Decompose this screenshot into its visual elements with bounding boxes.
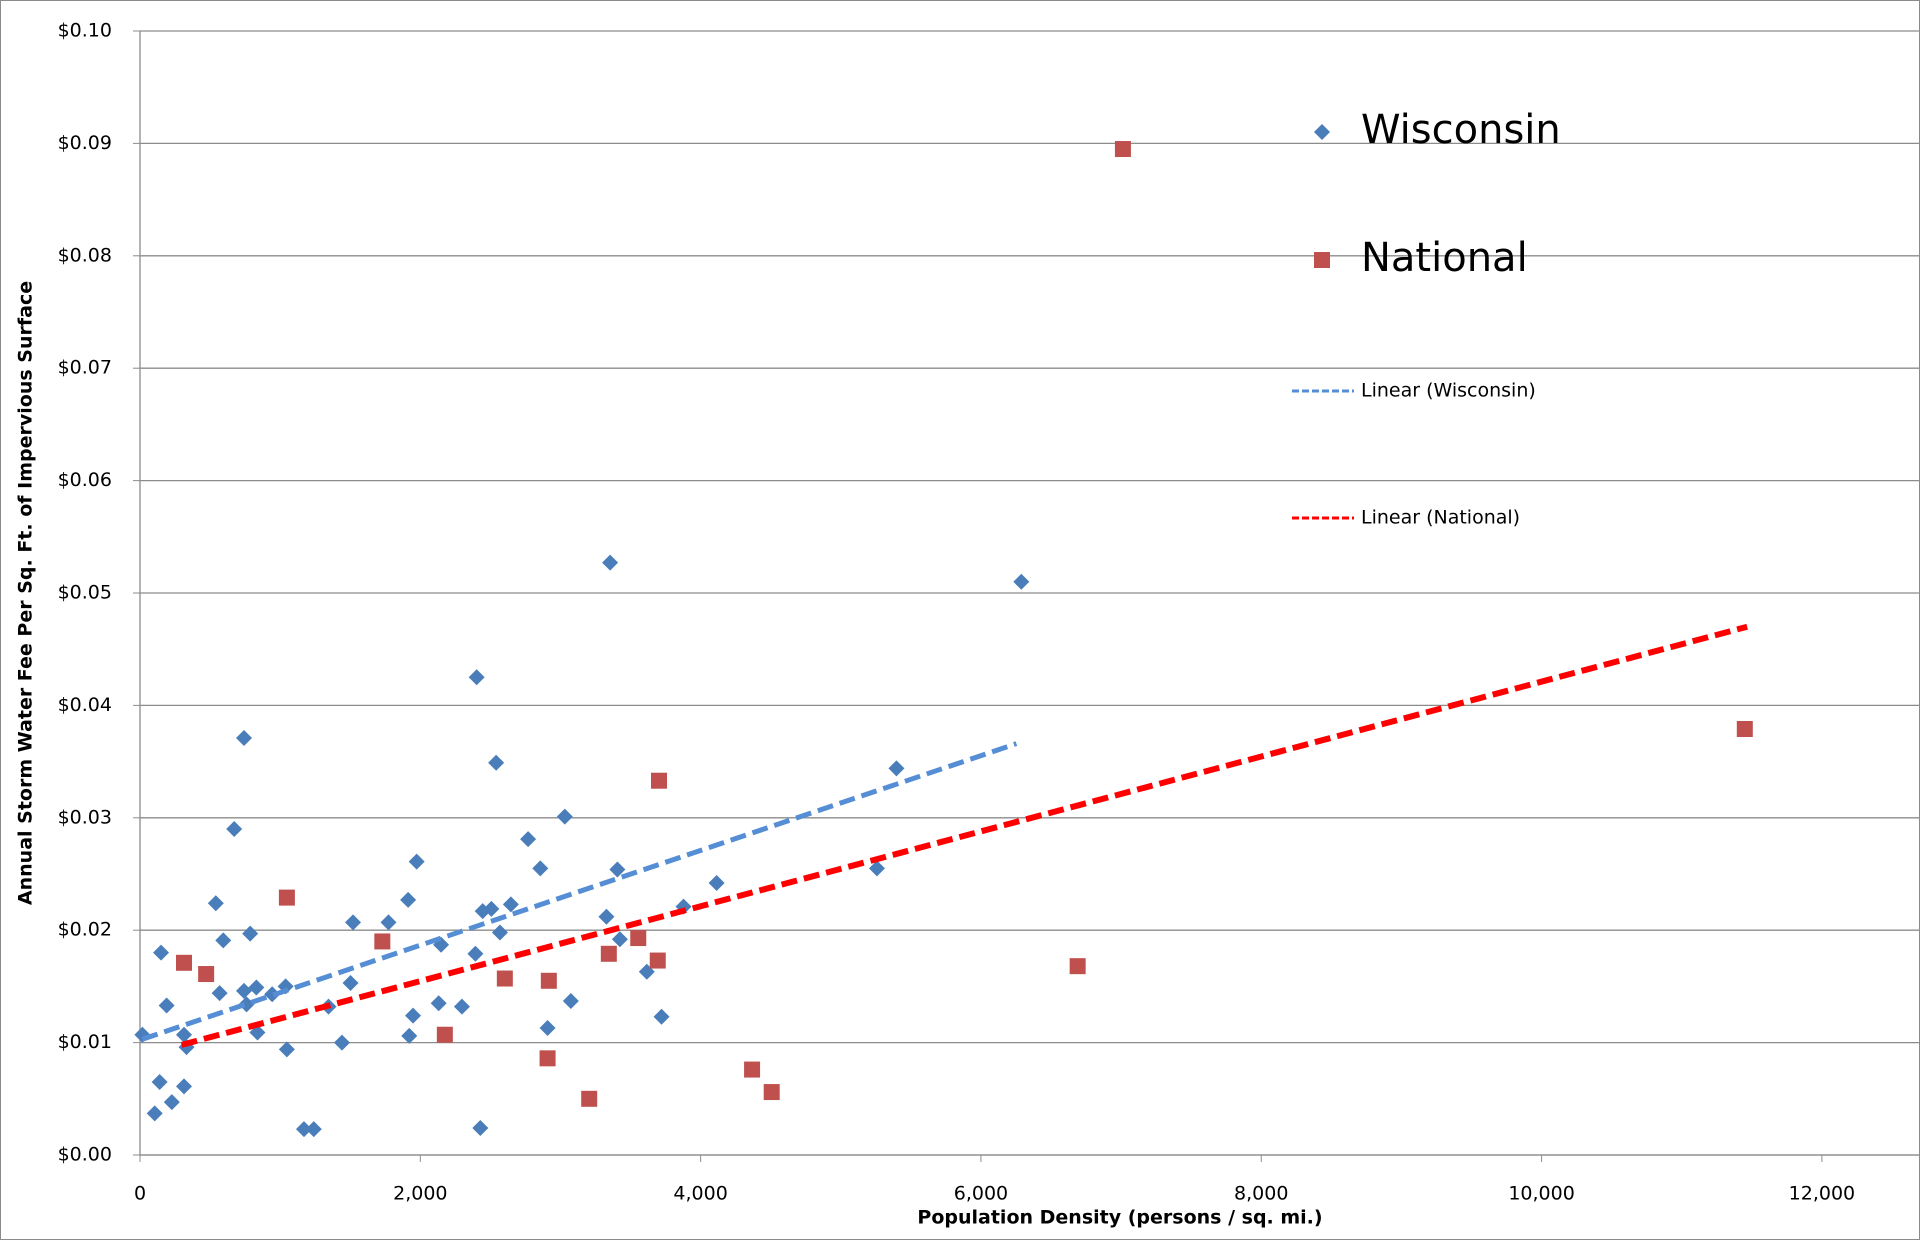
point	[400, 891, 417, 908]
point	[151, 1073, 168, 1090]
point	[342, 975, 359, 992]
y-tick-label: $0.10	[58, 20, 112, 42]
point	[744, 1061, 761, 1078]
point	[1736, 721, 1753, 738]
point	[609, 861, 626, 878]
point	[581, 1090, 598, 1107]
point	[430, 995, 447, 1012]
point	[408, 853, 425, 870]
point	[453, 998, 470, 1015]
point	[611, 931, 628, 948]
y-tick-label: $0.00	[58, 1144, 112, 1166]
y-tick-label: $0.02	[58, 919, 112, 941]
point	[163, 1094, 180, 1111]
point	[333, 1034, 350, 1051]
y-tick-label: $0.09	[58, 132, 112, 154]
point	[380, 914, 397, 931]
legend-label: National	[1361, 235, 1528, 281]
point	[539, 1019, 556, 1036]
point	[235, 982, 252, 999]
y-axis-title: Annual Storm Water Fee Per Sq. Ft. of Im…	[15, 281, 37, 905]
point	[436, 1026, 453, 1043]
point	[653, 1008, 670, 1025]
trend-line	[141, 741, 1018, 1042]
x-tick-label: 12,000	[1789, 1183, 1855, 1205]
point	[242, 925, 259, 942]
point	[483, 900, 500, 917]
point	[763, 1084, 780, 1101]
point	[176, 1078, 193, 1095]
x-tick-label: 6,000	[954, 1183, 1008, 1205]
point	[598, 908, 615, 925]
x-tick-label: 2,000	[393, 1183, 447, 1205]
point	[176, 954, 193, 971]
y-tick-label: $0.06	[58, 469, 112, 491]
point	[562, 993, 579, 1010]
point	[295, 1121, 312, 1138]
x-tick-label: 10,000	[1508, 1183, 1574, 1205]
legend-label: Linear (National)	[1361, 507, 1520, 529]
point	[708, 874, 725, 891]
point	[888, 760, 905, 777]
point	[238, 996, 255, 1013]
point	[405, 1007, 422, 1024]
x-tick-label: 0	[134, 1183, 146, 1205]
point	[467, 945, 484, 962]
point	[1069, 958, 1086, 975]
point	[198, 966, 215, 983]
x-tick-label: 4,000	[673, 1183, 727, 1205]
point	[264, 986, 281, 1003]
point	[540, 972, 557, 989]
point	[211, 985, 228, 1002]
point	[305, 1121, 322, 1138]
point	[488, 754, 505, 771]
point	[401, 1027, 418, 1044]
point	[491, 924, 508, 941]
point	[532, 860, 549, 877]
point	[502, 896, 519, 913]
point	[226, 821, 243, 838]
point	[215, 932, 232, 949]
y-tick-label: $0.01	[58, 1031, 112, 1053]
point	[472, 1120, 489, 1137]
point	[207, 895, 224, 912]
point	[868, 860, 885, 877]
point	[345, 914, 362, 931]
point	[1114, 141, 1131, 158]
point	[520, 831, 537, 848]
legend-label: Wisconsin	[1361, 107, 1561, 153]
point	[153, 944, 170, 961]
point	[235, 729, 252, 746]
point	[468, 669, 485, 686]
point	[146, 1105, 163, 1122]
point	[649, 952, 666, 969]
x-tick-label: 8,000	[1234, 1183, 1288, 1205]
point	[556, 808, 573, 825]
legend-marker	[1314, 124, 1330, 140]
point	[374, 933, 391, 950]
y-tick-label: $0.04	[58, 694, 112, 716]
point	[539, 1050, 556, 1067]
legend-marker	[1314, 252, 1330, 268]
point	[278, 1041, 295, 1058]
point	[496, 970, 513, 987]
point	[176, 1026, 193, 1043]
point	[630, 930, 647, 947]
y-tick-label: $0.08	[58, 244, 112, 266]
y-tick-label: $0.03	[58, 806, 112, 828]
point	[248, 979, 265, 996]
point	[278, 889, 295, 906]
x-axis-title: Population Density (persons / sq. mi.)	[917, 1207, 1322, 1229]
point	[1013, 573, 1030, 590]
point	[158, 997, 175, 1014]
point	[600, 945, 617, 962]
y-tick-label: $0.05	[58, 582, 112, 604]
legend-label: Linear (Wisconsin)	[1361, 380, 1536, 402]
y-tick-label: $0.07	[58, 357, 112, 379]
point	[651, 772, 668, 789]
point	[602, 554, 619, 571]
trend-line	[180, 623, 1748, 1048]
